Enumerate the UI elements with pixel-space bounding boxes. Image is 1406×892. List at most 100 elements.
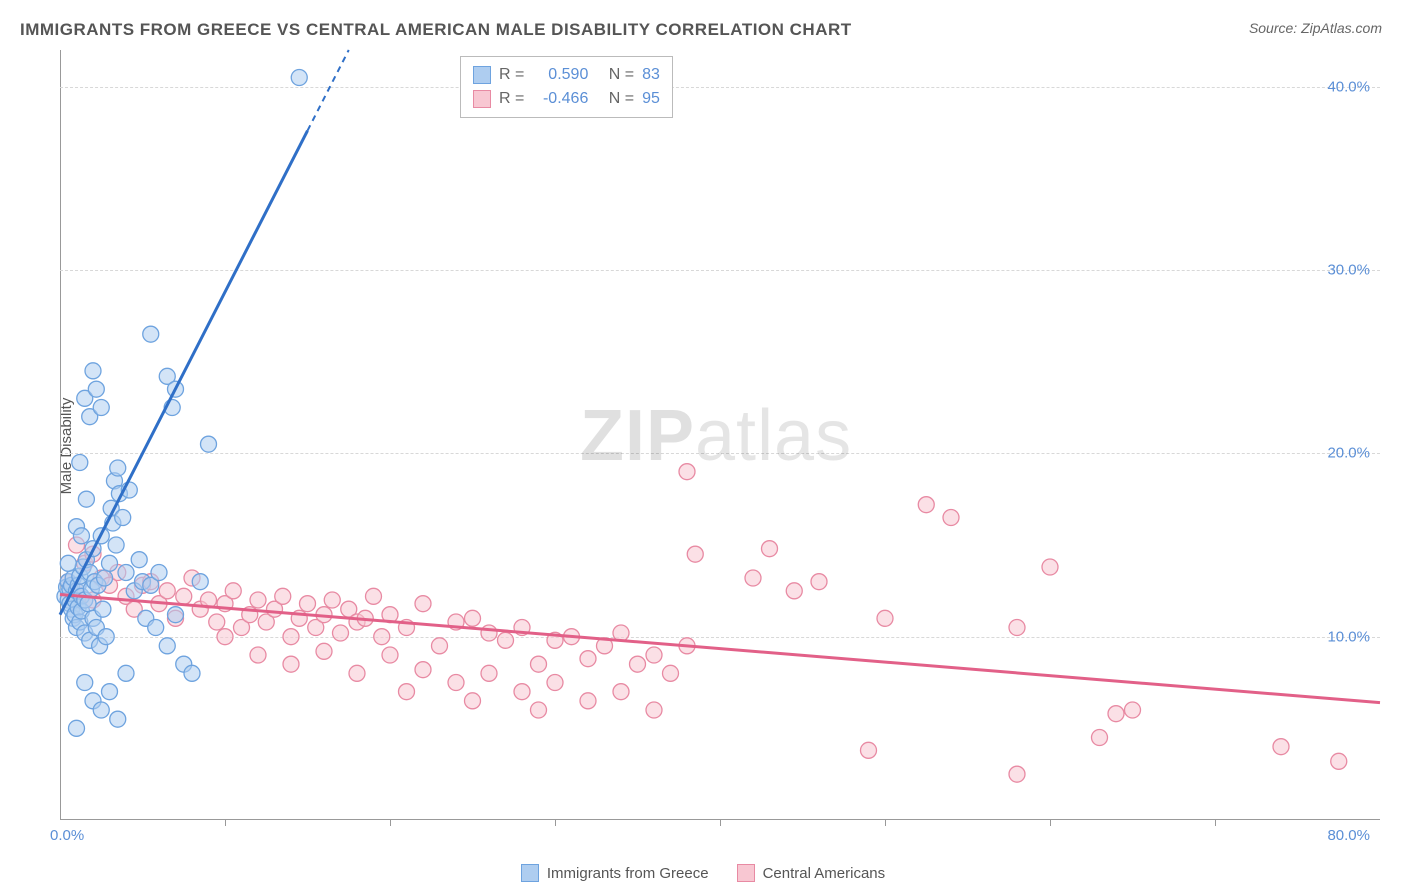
scatter-svg (60, 50, 1380, 820)
scatter-point (176, 588, 192, 604)
scatter-point (316, 643, 332, 659)
scatter-point (943, 510, 959, 526)
scatter-point (415, 662, 431, 678)
legend-label-greece: Immigrants from Greece (547, 865, 709, 882)
scatter-point (72, 455, 88, 471)
scatter-point (762, 541, 778, 557)
scatter-point (432, 638, 448, 654)
source-attribution: Source: ZipAtlas.com (1249, 20, 1382, 36)
scatter-point (366, 588, 382, 604)
n-prefix: N = (609, 87, 634, 111)
scatter-point (291, 70, 307, 86)
scatter-point (399, 684, 415, 700)
scatter-point (118, 665, 134, 681)
r-value-greece: 0.590 (532, 63, 588, 87)
scatter-point (93, 702, 109, 718)
scatter-point (143, 326, 159, 342)
scatter-point (481, 625, 497, 641)
scatter-point (283, 629, 299, 645)
correlation-legend-box: R = 0.590 N = 83 R = -0.466 N = 95 (460, 56, 673, 118)
xtick-mark (225, 820, 226, 826)
scatter-point (250, 592, 266, 608)
scatter-point (217, 629, 233, 645)
scatter-point (93, 400, 109, 416)
scatter-point (95, 601, 111, 617)
legend-item-central: Central Americans (737, 864, 886, 882)
scatter-point (498, 632, 514, 648)
scatter-point (547, 675, 563, 691)
scatter-point (250, 647, 266, 663)
scatter-point (110, 460, 126, 476)
scatter-point (448, 675, 464, 691)
scatter-point (159, 638, 175, 654)
scatter-point (168, 607, 184, 623)
scatter-point (201, 436, 217, 452)
scatter-point (102, 684, 118, 700)
xtick-mark (555, 820, 556, 826)
correlation-row-central: R = -0.466 N = 95 (473, 87, 660, 111)
r-prefix: R = (499, 63, 524, 87)
chart-plot-area: ZIPatlas 10.0%20.0%30.0%40.0% 0.0% 80.0%… (60, 50, 1380, 820)
scatter-point (300, 596, 316, 612)
n-value-greece: 83 (642, 63, 660, 87)
scatter-point (349, 665, 365, 681)
scatter-point (861, 742, 877, 758)
scatter-point (333, 625, 349, 641)
scatter-point (78, 491, 94, 507)
scatter-point (77, 675, 93, 691)
scatter-point (382, 647, 398, 663)
scatter-point (209, 614, 225, 630)
legend-swatch-central (737, 864, 755, 882)
scatter-point (531, 702, 547, 718)
scatter-point (151, 565, 167, 581)
xtick-mark (390, 820, 391, 826)
trend-line (308, 50, 349, 131)
scatter-point (745, 570, 761, 586)
scatter-point (1042, 559, 1058, 575)
scatter-point (580, 693, 596, 709)
scatter-point (786, 583, 802, 599)
r-value-central: -0.466 (532, 87, 588, 111)
scatter-point (646, 647, 662, 663)
scatter-point (184, 665, 200, 681)
ytick-label: 10.0% (1327, 628, 1370, 645)
ytick-label: 30.0% (1327, 262, 1370, 279)
r-prefix: R = (499, 87, 524, 111)
xtick-mark (1215, 820, 1216, 826)
bottom-legend: Immigrants from Greece Central Americans (0, 864, 1406, 882)
scatter-point (118, 565, 134, 581)
scatter-point (1331, 753, 1347, 769)
scatter-point (811, 574, 827, 590)
scatter-point (630, 656, 646, 672)
ytick-label: 20.0% (1327, 445, 1370, 462)
scatter-point (687, 546, 703, 562)
scatter-point (60, 555, 76, 571)
scatter-point (877, 610, 893, 626)
x-axis-max-label: 80.0% (1327, 827, 1370, 844)
scatter-point (679, 464, 695, 480)
scatter-point (1009, 620, 1025, 636)
scatter-point (1273, 739, 1289, 755)
scatter-point (481, 665, 497, 681)
scatter-point (918, 497, 934, 513)
scatter-point (465, 610, 481, 626)
scatter-point (1092, 730, 1108, 746)
x-axis-min-label: 0.0% (50, 827, 84, 844)
ytick-label: 40.0% (1327, 78, 1370, 95)
correlation-row-greece: R = 0.590 N = 83 (473, 63, 660, 87)
xtick-mark (720, 820, 721, 826)
scatter-point (415, 596, 431, 612)
n-prefix: N = (609, 63, 634, 87)
scatter-point (613, 684, 629, 700)
scatter-point (159, 583, 175, 599)
scatter-point (580, 651, 596, 667)
scatter-point (514, 684, 530, 700)
scatter-point (115, 510, 131, 526)
scatter-point (275, 588, 291, 604)
scatter-point (85, 363, 101, 379)
scatter-point (192, 574, 208, 590)
scatter-point (531, 656, 547, 672)
scatter-point (131, 552, 147, 568)
scatter-point (73, 528, 89, 544)
scatter-point (98, 629, 114, 645)
